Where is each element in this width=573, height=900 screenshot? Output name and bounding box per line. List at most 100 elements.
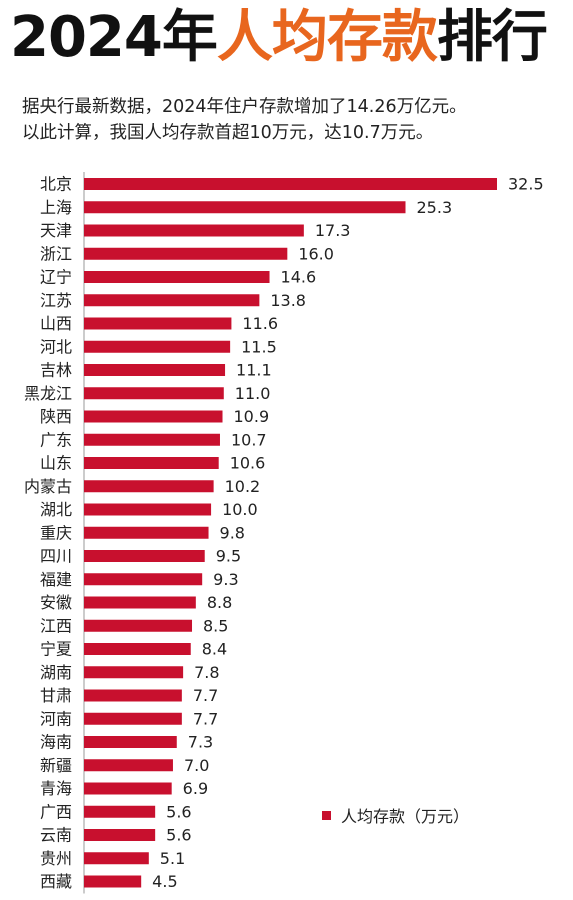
- bar: [84, 457, 219, 469]
- value-label: 9.8: [220, 523, 245, 542]
- bar: [84, 387, 224, 400]
- bar: [84, 364, 226, 376]
- value-label: 8.8: [207, 593, 232, 612]
- bar: [84, 271, 270, 283]
- bar: [84, 526, 209, 539]
- bar: [84, 317, 232, 330]
- bar: [84, 596, 196, 609]
- category-label: 江苏: [40, 291, 72, 310]
- bar: [84, 201, 406, 214]
- category-label: 江西: [40, 616, 72, 635]
- value-label: 16.0: [298, 244, 334, 263]
- value-label: 17.3: [315, 221, 351, 240]
- value-label: 7.7: [193, 709, 218, 728]
- bar: [84, 805, 156, 818]
- title-suffix: 排行: [436, 5, 548, 70]
- category-label: 湖南: [40, 663, 72, 682]
- category-label: 湖北: [40, 500, 72, 519]
- bar: [84, 782, 172, 795]
- bar: [84, 643, 191, 655]
- category-label: 广东: [40, 430, 72, 449]
- category-label: 广西: [40, 802, 72, 821]
- subtitle-line-2: 以此计算，我国人均存款首超10万元，达10.7万元。: [22, 123, 434, 143]
- category-label: 浙江: [40, 244, 72, 263]
- value-label: 11.5: [241, 337, 277, 356]
- category-label: 重庆: [40, 523, 72, 542]
- bar: [84, 178, 497, 190]
- category-label: 海南: [40, 733, 72, 752]
- subtitle-line-1: 据央行最新数据，2024年住户存款增加了14.26万亿元。: [22, 97, 467, 117]
- value-label: 10.0: [222, 500, 258, 519]
- bar: [84, 480, 214, 493]
- chart-title: 2024年人均存款排行: [10, 2, 548, 74]
- category-label: 新疆: [40, 756, 72, 775]
- value-label: 8.5: [203, 616, 228, 635]
- value-label: 8.4: [202, 640, 227, 659]
- value-label: 5.6: [166, 826, 191, 845]
- category-label: 云南: [40, 826, 72, 845]
- value-label: 11.1: [236, 361, 272, 380]
- category-label: 河北: [40, 337, 72, 356]
- bar: [84, 712, 182, 725]
- bar: [84, 759, 173, 772]
- value-label: 9.5: [216, 547, 241, 566]
- bar: [84, 666, 184, 679]
- category-label: 四川: [40, 547, 72, 566]
- value-label: 13.8: [270, 291, 306, 310]
- title-highlight: 人均存款: [216, 5, 438, 70]
- value-label: 7.0: [184, 756, 209, 775]
- value-label: 7.3: [188, 733, 213, 752]
- category-label: 甘肃: [40, 686, 72, 705]
- value-label: 7.8: [194, 663, 219, 682]
- bar: [84, 852, 149, 865]
- value-label: 9.3: [213, 570, 238, 589]
- bar: [84, 550, 205, 562]
- value-label: 4.5: [152, 872, 177, 891]
- bar: [84, 433, 220, 446]
- value-label: 10.2: [225, 477, 261, 496]
- category-label: 陕西: [40, 407, 72, 426]
- value-label: 10.7: [231, 430, 267, 449]
- chart-legend: 人均存款（万元）: [322, 803, 469, 827]
- category-label: 辽宁: [40, 268, 72, 287]
- bar: [84, 875, 142, 888]
- bar: [84, 573, 203, 586]
- value-label: 11.0: [235, 384, 271, 403]
- bar: [84, 294, 260, 307]
- category-label: 山西: [40, 314, 72, 333]
- value-label: 14.6: [281, 268, 317, 287]
- value-label: 11.6: [242, 314, 278, 333]
- value-label: 5.6: [166, 802, 191, 821]
- bar: [84, 247, 288, 260]
- category-label: 吉林: [40, 361, 72, 380]
- legend-label: 人均存款（万元）: [341, 807, 470, 826]
- bar: [84, 689, 182, 702]
- category-label: 黑龙江: [24, 384, 72, 403]
- bar: [84, 224, 304, 237]
- value-label: 10.6: [230, 454, 266, 473]
- bar: [84, 340, 231, 353]
- value-label: 6.9: [183, 779, 208, 798]
- category-label: 宁夏: [40, 640, 72, 659]
- value-label: 10.9: [234, 407, 270, 426]
- category-label: 青海: [40, 779, 72, 798]
- category-label: 河南: [40, 709, 72, 728]
- value-label: 7.7: [193, 686, 218, 705]
- category-label: 西藏: [40, 872, 72, 891]
- bar: [84, 410, 223, 423]
- title-prefix: 2024年: [10, 5, 218, 70]
- category-label: 山东: [40, 454, 72, 473]
- value-label: 25.3: [417, 198, 453, 217]
- bar: [84, 829, 156, 841]
- category-label: 北京: [40, 175, 72, 194]
- value-label: 32.5: [508, 175, 544, 194]
- value-label: 5.1: [160, 849, 185, 868]
- chart-subtitle: 据央行最新数据，2024年住户存款增加了14.26万亿元。 以此计算，我国人均存…: [22, 94, 467, 146]
- bar: [84, 736, 177, 748]
- legend-swatch: [322, 810, 331, 820]
- category-label: 天津: [40, 221, 72, 240]
- category-label: 贵州: [40, 849, 72, 868]
- category-label: 福建: [40, 570, 72, 589]
- bar: [84, 619, 193, 632]
